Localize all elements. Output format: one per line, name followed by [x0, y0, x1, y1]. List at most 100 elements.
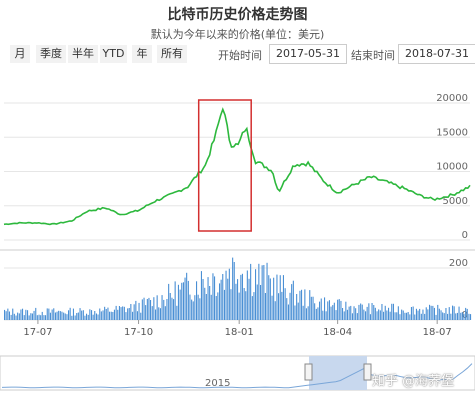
volume-bar — [425, 307, 427, 320]
volume-bar — [456, 312, 458, 320]
volume-bar — [427, 309, 429, 320]
navigator-right-handle[interactable] — [363, 363, 372, 381]
volume-bar — [17, 312, 19, 320]
volume-bar — [159, 308, 161, 320]
volume-bar — [256, 284, 258, 320]
volume-bar — [118, 306, 120, 320]
volume-bar — [255, 269, 257, 320]
volume-bar — [136, 311, 138, 320]
volume-bar — [92, 314, 94, 320]
navigator-window[interactable] — [309, 356, 367, 390]
range-button-all[interactable]: 所有 — [157, 45, 187, 63]
volume-tick-label: 200 — [449, 258, 468, 269]
volume-bar — [168, 283, 170, 320]
price-tick-label: 0 — [462, 230, 468, 241]
volume-bar — [355, 308, 357, 320]
volume-bar — [31, 313, 33, 320]
volume-bar — [128, 308, 130, 320]
volume-bar — [378, 309, 380, 320]
volume-bar — [66, 314, 68, 320]
range-button-half-year[interactable]: 半年 — [68, 45, 98, 63]
volume-bar — [177, 284, 179, 320]
range-button-quarter[interactable]: 季度 — [36, 45, 66, 63]
x-axis-ticks: 17-07 17-10 18-01 18-04 18-07 — [23, 320, 452, 338]
volume-bar — [305, 308, 307, 320]
navigator[interactable]: 2015 — [0, 355, 475, 391]
range-button-ytd[interactable]: YTD — [100, 45, 127, 63]
volume-bar — [394, 312, 396, 320]
volume-bar — [132, 311, 134, 320]
volume-bar — [350, 305, 352, 320]
volume-bar — [59, 311, 61, 320]
navigator-left-handle[interactable] — [304, 363, 313, 381]
volume-bar — [22, 308, 24, 320]
volume-bar — [435, 314, 437, 320]
volume-bar — [287, 304, 289, 320]
volume-bar — [110, 311, 112, 320]
start-date-input[interactable]: 2017-05-31 — [269, 44, 347, 64]
volume-bar — [133, 304, 135, 320]
volume-bar — [115, 305, 117, 320]
range-button-month[interactable]: 月 — [10, 45, 30, 63]
volume-bar — [27, 310, 29, 320]
volume-bar — [20, 309, 22, 320]
volume-bar — [245, 291, 247, 320]
volume-bar — [192, 301, 194, 320]
volume-bar — [225, 270, 227, 320]
end-date-input[interactable]: 2018-07-31 — [398, 44, 475, 64]
price-tick-label: 10000 — [436, 162, 468, 173]
volume-bar — [166, 299, 168, 320]
volume-bar — [317, 307, 319, 320]
volume-bar — [291, 284, 293, 320]
start-date-label: 开始时间 — [218, 49, 262, 62]
volume-bar — [112, 312, 114, 320]
volume-bar — [173, 299, 175, 320]
volume-bar — [130, 304, 132, 320]
volume-bar — [273, 277, 275, 320]
volume-bar — [158, 307, 160, 320]
volume-bar — [215, 296, 217, 320]
navigator-line — [1, 363, 473, 389]
volume-bar — [58, 310, 60, 320]
volume-bar — [268, 275, 270, 320]
volume-bar — [87, 314, 89, 320]
volume-bar — [470, 314, 472, 320]
x-tick-label: 17-10 — [124, 327, 153, 338]
volume-bar — [161, 295, 163, 320]
volume-bar — [429, 304, 431, 320]
volume-bar — [294, 305, 296, 320]
volume-bar — [102, 310, 104, 320]
volume-bar — [448, 307, 450, 320]
volume-bar — [261, 265, 263, 320]
volume-bar — [335, 310, 337, 320]
volume-bar — [220, 279, 222, 320]
volume-bar — [452, 305, 454, 320]
volume-bar — [337, 299, 339, 320]
volume-bar — [36, 315, 38, 320]
volume-bar — [424, 313, 426, 320]
volume-bar — [209, 286, 211, 320]
volume-bar — [146, 299, 148, 320]
volume-bar — [455, 313, 457, 320]
volume-bar — [145, 305, 147, 320]
volume-bar — [153, 297, 155, 320]
volume-bar — [309, 290, 311, 320]
volume-bar — [81, 310, 83, 320]
volume-bar — [182, 282, 184, 320]
volume-bar — [155, 309, 157, 320]
range-button-year[interactable]: 年 — [132, 45, 152, 63]
volume-bar — [23, 315, 25, 320]
volume-bar — [458, 306, 460, 320]
volume-bar — [230, 289, 232, 320]
volume-bar — [406, 312, 408, 320]
volume-bar — [241, 273, 243, 320]
volume-bar — [169, 293, 171, 320]
volume-bar — [299, 290, 301, 320]
volume-bar — [151, 306, 153, 320]
volume-bar — [150, 300, 152, 320]
volume-bar — [264, 293, 266, 320]
volume-bar — [327, 301, 329, 320]
volume-tick-label: 0 — [462, 310, 468, 321]
